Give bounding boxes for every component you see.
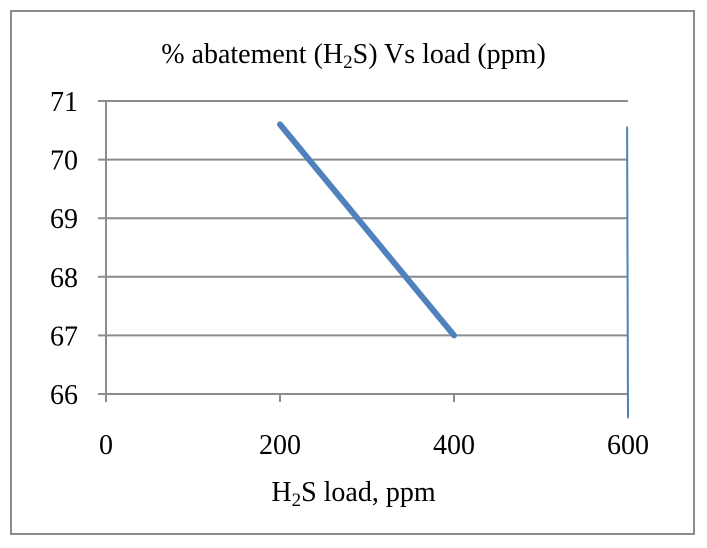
xlabel-subscript: 2 [291,490,302,511]
xlabel-text-prefix: H [271,477,292,508]
y-tick-71: 71 [50,87,78,118]
gridlines [98,100,628,337]
axes [98,100,629,402]
x-tick-0: 0 [99,430,113,461]
series-line-2 [626,126,629,419]
title-text-suffix: S) Vs load (ppm) [352,39,546,70]
x-tick-labels: 0 200 400 600 [99,430,649,461]
y-tick-70: 70 [50,146,78,177]
y-tick-69: 69 [50,204,78,235]
y-tick-labels: 66 67 68 69 70 71 [50,87,78,411]
x-tick-400: 400 [433,430,475,461]
y-tick-67: 67 [50,321,78,352]
series-line-1 [277,121,457,339]
x-tick-600: 600 [607,430,649,461]
title-subscript: 2 [343,52,353,73]
chart-title: % abatement (H2S) Vs load (ppm) [0,38,707,72]
y-tick-68: 68 [50,263,78,294]
series-lines [277,121,629,419]
x-axis-label: H2S load, ppm [0,476,707,510]
chart-frame [10,10,695,535]
y-tick-66: 66 [50,380,78,411]
x-tick-200: 200 [259,430,301,461]
title-text-prefix: % abatement (H [161,39,344,70]
xlabel-text-suffix: S load, ppm [301,477,436,508]
